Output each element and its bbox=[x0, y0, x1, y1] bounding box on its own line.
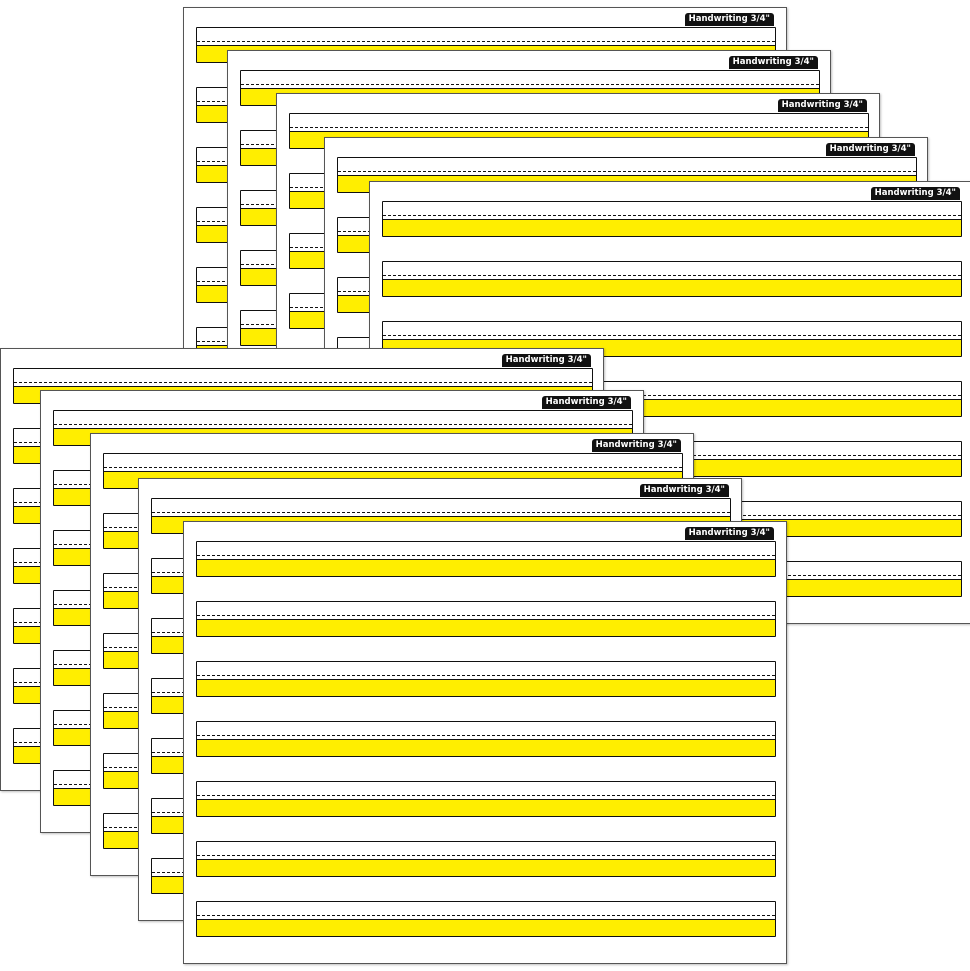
dashed-midline bbox=[197, 795, 775, 796]
writing-line-row bbox=[196, 541, 776, 577]
sheet-label-tab: Handwriting 3/4" bbox=[825, 143, 915, 156]
dashed-midline bbox=[152, 512, 730, 513]
yellow-baseline-band bbox=[383, 279, 961, 296]
dashed-midline bbox=[197, 915, 775, 916]
sheet-label-tab: Handwriting 3/4" bbox=[870, 187, 960, 200]
yellow-baseline-band bbox=[383, 219, 961, 236]
writing-line-row bbox=[382, 261, 962, 297]
dashed-midline bbox=[197, 41, 775, 42]
yellow-baseline-band bbox=[197, 859, 775, 876]
yellow-baseline-band bbox=[197, 559, 775, 576]
sheet-label-tab: Handwriting 3/4" bbox=[501, 354, 591, 367]
sheet-label-tab: Handwriting 3/4" bbox=[639, 484, 729, 497]
writing-line-row bbox=[382, 321, 962, 357]
dashed-midline bbox=[383, 275, 961, 276]
writing-line-row bbox=[196, 781, 776, 817]
dashed-midline bbox=[338, 171, 916, 172]
dashed-midline bbox=[383, 395, 961, 396]
dashed-midline bbox=[197, 675, 775, 676]
sheet-label-tab: Handwriting 3/4" bbox=[777, 99, 867, 112]
sheet-label-tab: Handwriting 3/4" bbox=[684, 13, 774, 26]
dashed-midline bbox=[14, 382, 592, 383]
sheet-label-tab: Handwriting 3/4" bbox=[728, 56, 818, 69]
handwriting-sheet: Handwriting 3/4" bbox=[183, 521, 787, 964]
writing-line-row bbox=[196, 841, 776, 877]
writing-line-row bbox=[196, 901, 776, 937]
sheet-label-tab: Handwriting 3/4" bbox=[591, 439, 681, 452]
dashed-midline bbox=[197, 555, 775, 556]
dashed-midline bbox=[104, 467, 682, 468]
dashed-midline bbox=[383, 335, 961, 336]
dashed-midline bbox=[290, 127, 868, 128]
writing-line-row bbox=[196, 661, 776, 697]
writing-line-row bbox=[382, 201, 962, 237]
sheet-label-tab: Handwriting 3/4" bbox=[684, 527, 774, 540]
dashed-midline bbox=[197, 615, 775, 616]
writing-line-row bbox=[196, 601, 776, 637]
dashed-midline bbox=[197, 855, 775, 856]
yellow-baseline-band bbox=[197, 739, 775, 756]
dashed-midline bbox=[197, 735, 775, 736]
yellow-baseline-band bbox=[197, 619, 775, 636]
yellow-baseline-band bbox=[197, 679, 775, 696]
yellow-baseline-band bbox=[197, 919, 775, 936]
dashed-midline bbox=[383, 215, 961, 216]
dashed-midline bbox=[241, 84, 819, 85]
sheet-label-tab: Handwriting 3/4" bbox=[541, 396, 631, 409]
dashed-midline bbox=[54, 424, 632, 425]
writing-line-row bbox=[196, 721, 776, 757]
yellow-baseline-band bbox=[197, 799, 775, 816]
